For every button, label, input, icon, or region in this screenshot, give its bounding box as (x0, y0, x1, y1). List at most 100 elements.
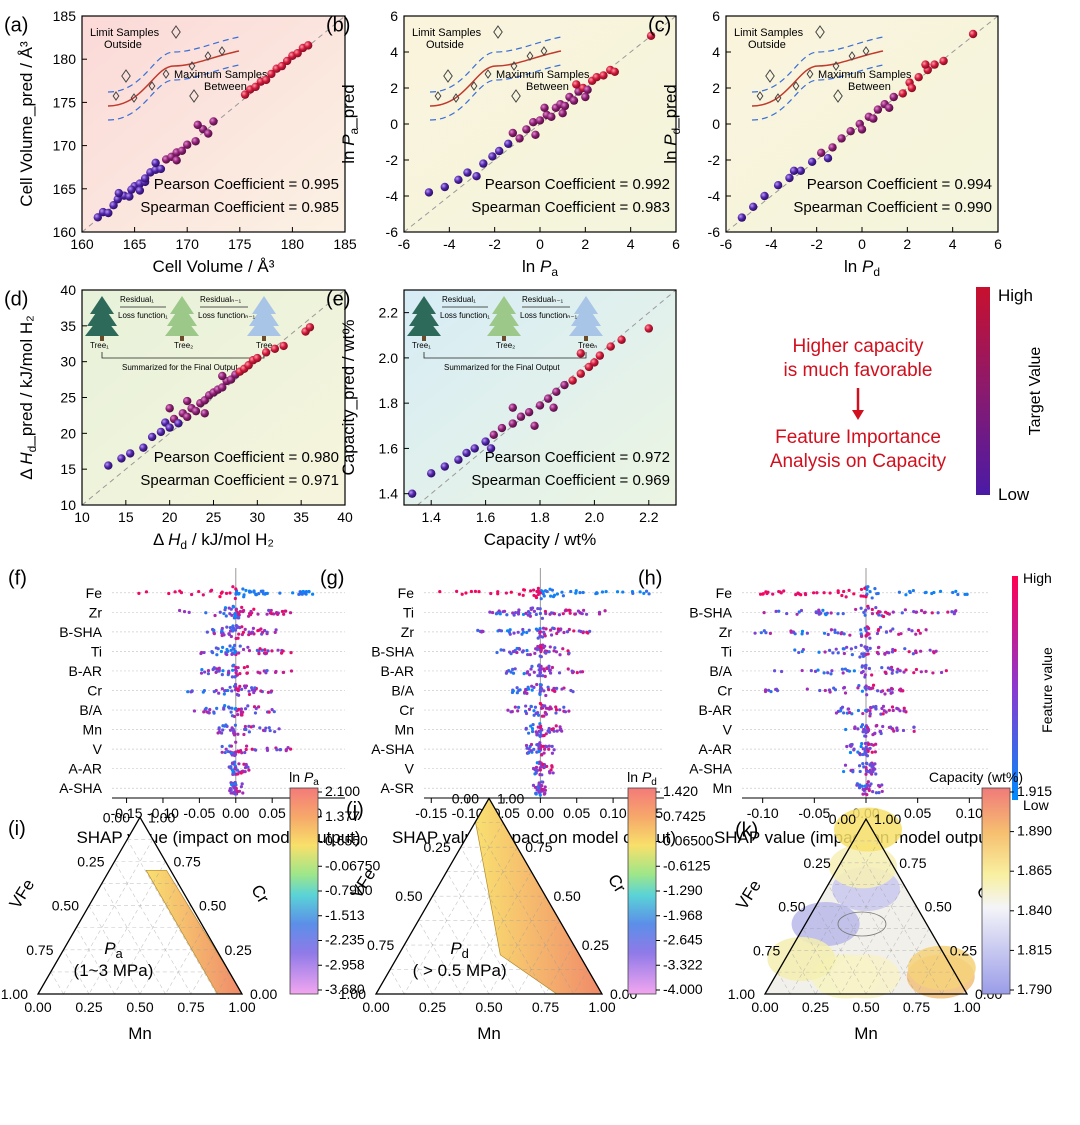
shap-point (831, 651, 835, 655)
shap-point (869, 686, 873, 691)
data-point (486, 444, 496, 453)
shap-point (220, 673, 224, 677)
shap-point (288, 747, 293, 751)
shap-point (242, 595, 246, 599)
cbar-tick-label: 1.840 (1017, 902, 1052, 918)
ternary-right-tick: 0.25 (950, 942, 977, 958)
shap-point (502, 648, 506, 652)
data-point (165, 423, 174, 432)
inset-boosting-d: Residual₁ Loss function₁ Residualₙ₋₁ Loss f… (85, 295, 281, 372)
shap-point (859, 628, 863, 632)
shap-point (936, 611, 940, 615)
shap-point (842, 711, 846, 715)
shap-point (954, 589, 958, 594)
data-point (558, 109, 567, 118)
shap-point (528, 653, 532, 657)
inset-sample-diamond (848, 51, 856, 61)
shap-point (857, 786, 862, 790)
shap-point (189, 690, 193, 694)
shap-point (919, 670, 923, 674)
target-value-title: Target Value (1027, 347, 1044, 436)
shap-point (858, 769, 862, 774)
cbar-tick-label: -0.7900 (325, 882, 373, 898)
data-point (151, 158, 160, 168)
shap-point (251, 626, 256, 630)
shap-point (532, 670, 536, 674)
shap-point (242, 608, 246, 613)
cbar-tick-label: 1.377 (325, 808, 360, 824)
shap-point (537, 663, 541, 667)
data-point (968, 29, 978, 39)
shap-point (534, 627, 538, 631)
ternary-left-tick: 0.50 (52, 898, 79, 914)
shap-point (826, 671, 830, 675)
ternary-bottom-tick: 1.00 (588, 999, 615, 1015)
ternary-grid-line (802, 928, 842, 995)
shap-point (538, 688, 542, 692)
shap-point (239, 707, 244, 711)
shap-point (509, 590, 513, 594)
shap-point (257, 652, 261, 656)
shap-point (864, 628, 868, 633)
x-tick-label: 6 (994, 236, 1002, 252)
shap-point (237, 651, 241, 655)
shap-point (854, 645, 858, 649)
ternary-left-tick: 0.00 (103, 809, 130, 825)
ternary-left-tick: 0.25 (804, 855, 831, 871)
shap-point (938, 589, 943, 593)
feature-label: B-SHA (689, 604, 732, 620)
shap-point (284, 749, 288, 753)
shap-point (223, 704, 227, 708)
shap-point (250, 686, 254, 690)
data-point (535, 401, 545, 410)
shap-point (877, 609, 881, 614)
data-point (737, 213, 747, 222)
panel-label: (f) (8, 568, 27, 590)
inset-tree-2: Tree₂ (496, 341, 515, 350)
shap-point (501, 610, 505, 614)
ternary-bottom-title: Mn (128, 1024, 152, 1043)
x-axis-label: Cell Volume / Å³ (153, 257, 275, 276)
ternary-frame (374, 796, 604, 995)
x-tick-label: -0.10 (147, 805, 179, 821)
shap-point (233, 643, 237, 647)
y-tick-label: 25 (60, 390, 76, 406)
inset-sample-diamond (833, 89, 843, 103)
shap-point (236, 732, 240, 736)
shap-point (235, 687, 239, 691)
y-tick-label: 2.2 (379, 305, 399, 321)
feature-label: Cr (717, 683, 732, 699)
ternary-grid-line (446, 871, 518, 995)
shap-point (914, 632, 918, 636)
x-axis-label: ln Pa (522, 257, 558, 279)
shap-point (542, 714, 546, 718)
y-tick-label: 4 (712, 44, 720, 60)
shap-point (205, 710, 209, 714)
shap-point (888, 667, 892, 671)
shap-point (774, 687, 778, 692)
shap-point (200, 650, 204, 655)
x-tick-label: -0.10 (452, 805, 484, 821)
shap-cbar-low: Low (1023, 797, 1050, 813)
tree-layer (569, 314, 603, 336)
feature-label: B-SHA (371, 643, 414, 659)
shap-point (234, 592, 238, 596)
shap-point (205, 630, 209, 634)
colorbar-title: Capacity (wt%) (929, 769, 1023, 785)
contour-line (837, 911, 887, 937)
shap-point (511, 671, 516, 675)
data-point (930, 60, 939, 69)
shap-point (507, 630, 512, 634)
panel-label: (b) (326, 15, 350, 37)
shap-point (867, 787, 871, 791)
y-tick-label: 35 (60, 318, 76, 334)
shap-point (534, 765, 539, 769)
shap-point (524, 711, 529, 716)
shap-point (534, 771, 538, 775)
shap-point (276, 648, 280, 652)
inset-text-outside: Outside (104, 39, 142, 51)
x-tick-label: 15 (118, 509, 134, 525)
shap-point (819, 611, 823, 615)
shap-point (247, 649, 252, 653)
shap-point (246, 704, 250, 708)
